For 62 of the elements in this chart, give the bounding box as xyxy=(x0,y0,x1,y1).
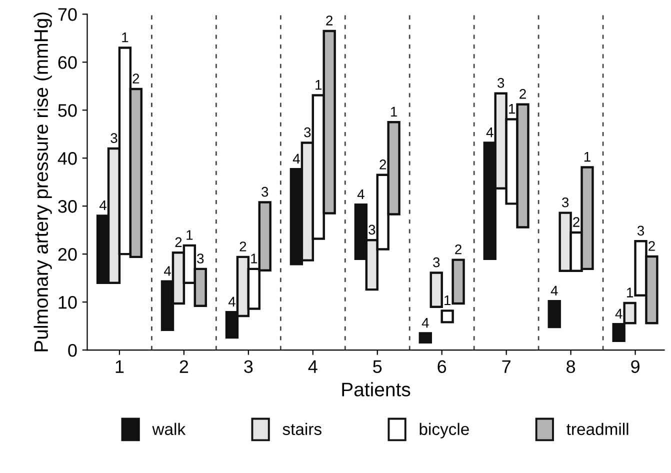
annotation: 4 xyxy=(422,318,429,328)
y-tick-label: 30 xyxy=(58,200,77,213)
annotation: 3 xyxy=(433,257,440,268)
annotation: 4 xyxy=(228,296,236,306)
x-tick-label: 3 xyxy=(244,360,253,374)
legend-label: walk xyxy=(152,422,186,436)
annotation: 3 xyxy=(368,224,376,235)
x-tick-label: 1 xyxy=(116,360,124,373)
annotation: 2 xyxy=(240,242,246,252)
y-tick-label: 20 xyxy=(58,248,77,261)
annotation: 4 xyxy=(550,286,558,296)
x-tick-label: 4 xyxy=(308,360,318,373)
legend-label: treadmill xyxy=(566,422,628,436)
bar xyxy=(548,300,561,328)
annotation: 3 xyxy=(197,254,204,264)
annotation: 4 xyxy=(99,200,106,210)
annotation: 1 xyxy=(391,106,397,116)
annotation: 3 xyxy=(262,186,268,197)
bar xyxy=(452,258,465,305)
annotation: 2 xyxy=(326,16,332,26)
annotation: 2 xyxy=(573,217,580,227)
annotation: 1 xyxy=(584,152,590,162)
annotation: 1 xyxy=(316,80,322,90)
annotation: 2 xyxy=(380,160,386,170)
annotation: 1 xyxy=(626,288,633,298)
legend-label: stairs xyxy=(282,422,322,436)
annotation: 1 xyxy=(122,32,128,42)
annotation: 2 xyxy=(648,241,655,251)
annotation: 4 xyxy=(164,266,171,276)
annotation: 4 xyxy=(486,128,494,138)
annotation: 3 xyxy=(498,78,504,88)
annotation: 3 xyxy=(562,197,569,208)
y-tick-label: 0 xyxy=(68,344,77,357)
y-tick-label: 70 xyxy=(58,8,77,21)
legend-label: bicycle xyxy=(420,422,469,438)
annotation: 2 xyxy=(520,89,526,99)
annotation: 4 xyxy=(615,308,622,318)
annotation: 4 xyxy=(357,189,364,199)
annotation: 1 xyxy=(509,104,515,114)
x-tick-label: 6 xyxy=(438,360,446,374)
x-tick-label: 2 xyxy=(180,360,188,373)
annotation: 3 xyxy=(304,127,311,138)
y-tick-label: 10 xyxy=(58,296,77,309)
annotation: 2 xyxy=(175,237,182,247)
annotation: 3 xyxy=(110,133,118,143)
x-tick-label: 8 xyxy=(566,360,576,374)
annotation: 1 xyxy=(186,230,193,240)
x-tick-label: 9 xyxy=(631,360,640,374)
y-tick-label: 50 xyxy=(58,104,77,117)
x-axis-title: Patients xyxy=(342,382,410,396)
bar xyxy=(418,332,432,344)
annotation: 3 xyxy=(637,226,644,236)
annotation: 2 xyxy=(132,74,140,84)
annotation: 1 xyxy=(251,254,258,264)
annotation: 2 xyxy=(455,244,462,254)
y-tick-label: 40 xyxy=(58,152,77,165)
annotation: 1 xyxy=(444,295,451,306)
x-tick-label: 7 xyxy=(502,360,510,373)
y-axis-title: Pulmonary artery pressure rise (mmHg) xyxy=(34,12,52,352)
x-tick-label: 5 xyxy=(373,360,382,374)
annotation: 4 xyxy=(292,154,300,164)
y-tick-label: 60 xyxy=(58,56,77,69)
